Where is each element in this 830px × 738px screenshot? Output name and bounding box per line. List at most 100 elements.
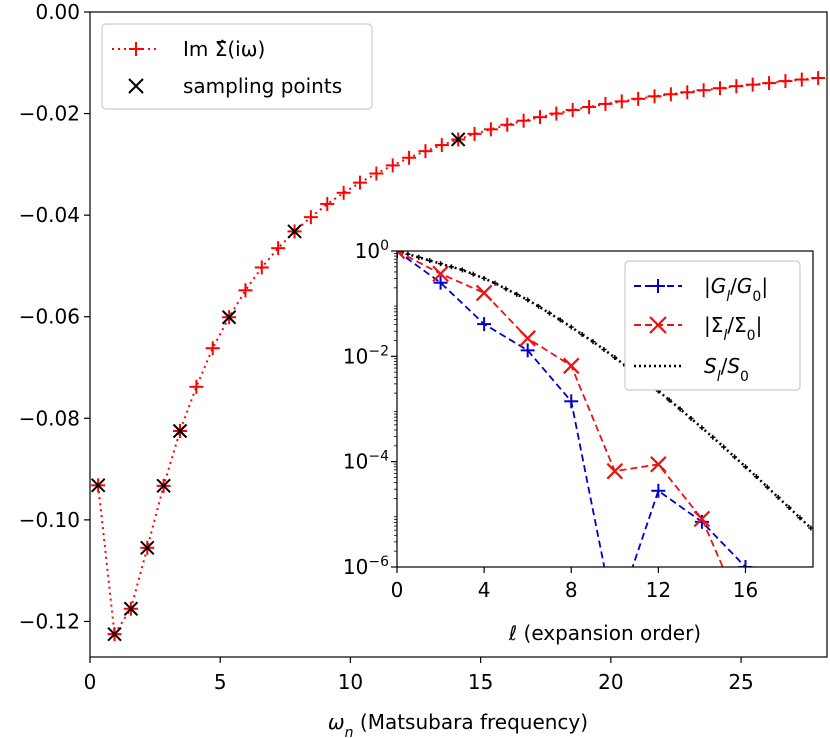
- im-sigma-point: [663, 87, 678, 102]
- im-sigma-point: [565, 103, 580, 118]
- g-ratio-point: [477, 317, 492, 332]
- s-ratio-point: [601, 346, 607, 352]
- inset-legend-box: [624, 260, 801, 391]
- im-sigma-point: [762, 76, 777, 91]
- main-x-tick-label: 0: [84, 670, 97, 694]
- im-sigma-point: [205, 341, 220, 356]
- sampling-point: [287, 224, 302, 239]
- im-sigma-point: [434, 138, 449, 153]
- s-ratio-point: [764, 484, 770, 490]
- s-ratio-point: [514, 291, 520, 297]
- main-y-tick-label: −0.12: [19, 609, 80, 633]
- main-y-tick-label: 0.00: [35, 0, 80, 24]
- legend-marker-sampling-points: [128, 78, 144, 94]
- inset-y-tick-label: 10−4: [343, 449, 389, 474]
- im-sigma-point: [303, 210, 318, 225]
- s-ratio-point: [742, 464, 748, 470]
- s-ratio-point: [590, 339, 596, 345]
- s-ratio-point: [753, 474, 759, 480]
- im-sigma-point: [238, 283, 253, 298]
- main-series-group: [90, 71, 826, 642]
- s-ratio-point: [775, 494, 781, 500]
- legend-marker-g-ratio: [634, 279, 682, 293]
- inset-x-tick-label: 8: [565, 578, 578, 602]
- main-x-tick-label: 5: [214, 670, 227, 694]
- inset-y-tick-label: 10−2: [343, 343, 389, 368]
- im-sigma-point: [271, 241, 286, 256]
- s-ratio-point: [492, 280, 498, 286]
- s-ratio-point: [579, 331, 585, 337]
- im-sigma-point: [467, 126, 482, 141]
- im-sigma-point: [631, 91, 646, 106]
- im-sigma-point: [811, 71, 826, 86]
- legend-label-im-sigma: Im Σ̂(iω): [183, 37, 265, 61]
- sigma-ratio-point: [475, 284, 493, 302]
- s-ratio-point: [732, 454, 738, 460]
- g-ratio-point: [694, 514, 709, 529]
- im-sigma-point: [189, 379, 204, 394]
- s-ratio-point: [503, 286, 509, 292]
- sampling-point: [90, 478, 106, 493]
- main-axes-frame: [89, 11, 828, 658]
- im-sigma-point: [647, 89, 662, 104]
- im-sigma-point: [418, 144, 433, 159]
- s-ratio-point: [568, 324, 574, 330]
- s-ratio-point: [448, 264, 454, 270]
- inset-x-tick-label: 12: [646, 578, 671, 602]
- im-sigma-point: [254, 260, 269, 275]
- im-sigma-point: [352, 175, 367, 190]
- s-ratio-point: [459, 267, 465, 273]
- sampling-point: [123, 601, 139, 616]
- im-sigma-point: [500, 117, 515, 132]
- im-sigma-point: [483, 122, 498, 137]
- sigma-ratio-point: [519, 330, 536, 347]
- im-sigma-point: [320, 196, 335, 211]
- legend-label-g-ratio: |Gl/G0|: [704, 274, 768, 305]
- s-ratio-point: [536, 303, 542, 309]
- s-ratio-point: [427, 257, 433, 263]
- sigma-ratio-point: [397, 251, 406, 260]
- s-ratio-point: [797, 515, 803, 521]
- g-ratio-point: [564, 394, 579, 409]
- im-sigma-point: [582, 99, 597, 114]
- main-y-tick-label: −0.02: [19, 102, 80, 126]
- s-ratio-point: [710, 434, 716, 440]
- inset-chart: 0 4 8 12 16 100 10−2 10−4 10−6 ℓ (expansion orde…: [343, 238, 814, 645]
- im-sigma-point: [516, 113, 531, 128]
- s-ratio-point: [470, 271, 476, 277]
- inset-x-axis-label: ℓ (expansion order): [508, 621, 701, 645]
- sampling-point: [156, 478, 171, 494]
- sampling-point: [172, 423, 188, 439]
- sigma-ratio-point: [650, 456, 667, 473]
- legend-marker-im-sigma: [112, 42, 160, 56]
- sigma-ratio-point: [562, 357, 580, 375]
- main-x-tick-label: 10: [338, 670, 363, 694]
- inset-x-tick-label: 0: [391, 578, 404, 602]
- inset-y-tick-label: 10−6: [343, 554, 389, 579]
- s-ratio-point: [699, 425, 705, 431]
- im-sigma-point: [402, 150, 417, 165]
- sigma-ratio-point: [606, 462, 624, 480]
- inset-legend: |Gl/G0| |Σl/Σ0| Sl/S0: [624, 260, 801, 391]
- im-sigma-point: [729, 79, 744, 94]
- g-ratio-point: [738, 560, 753, 567]
- legend-label-sampling-points: sampling points: [183, 74, 342, 98]
- im-sigma-point: [369, 166, 384, 181]
- g-ratio-point: [433, 275, 448, 290]
- main-legend-box: [101, 23, 373, 110]
- s-ratio-point: [612, 355, 618, 361]
- im-sigma-point: [614, 94, 629, 109]
- inset-y-tick-label: 100: [355, 238, 389, 263]
- s-ratio-point: [721, 444, 727, 450]
- main-y-tick-label: −0.10: [19, 508, 80, 532]
- inset-axes-frame: [396, 250, 814, 568]
- main-legend: Im Σ̂(iω) sampling points: [101, 23, 373, 110]
- main-x-axis-label: ωn (Matsubara frequency): [328, 710, 588, 738]
- im-sigma-point: [712, 81, 727, 96]
- main-y-tick-label: −0.08: [19, 406, 80, 430]
- im-sigma-point: [532, 110, 547, 125]
- sampling-point: [450, 132, 466, 147]
- s-ratio-point: [481, 275, 487, 281]
- s-ratio-point: [666, 397, 672, 403]
